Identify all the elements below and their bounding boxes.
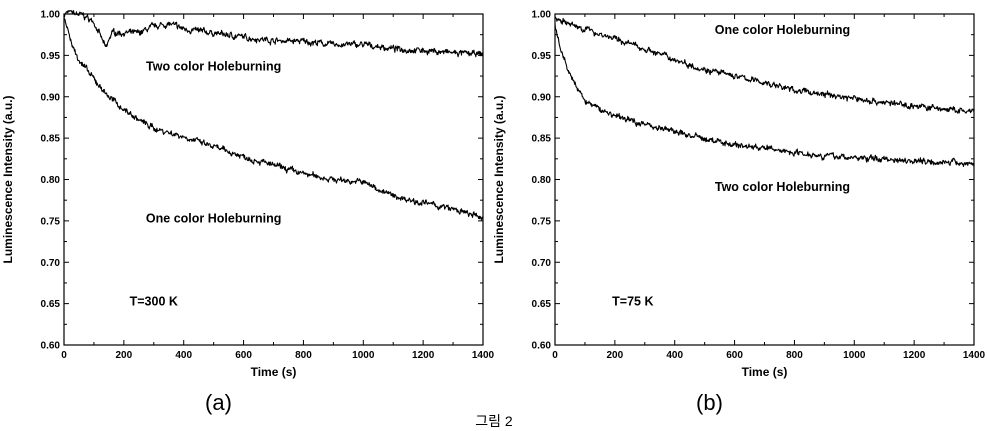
- panel-label-a: (a): [205, 390, 232, 415]
- x-tick-label: 200: [116, 350, 133, 361]
- x-tick-label: 800: [295, 350, 312, 361]
- y-tick-label: 0.70: [41, 258, 61, 269]
- x-tick-label: 1000: [843, 350, 866, 361]
- y-tick-label: 0.60: [532, 341, 552, 352]
- chart-panel-b: 0 200 400 600 800 1000 1200 1400 0.60 0.65 0.70 0.7…: [492, 10, 986, 416]
- figure-caption: 그림 2: [475, 413, 513, 429]
- annotation-label: T=300 K: [130, 294, 178, 308]
- series-line-2: [63, 16, 484, 221]
- series-line-2: [554, 24, 975, 168]
- x-axis-title: Time (s): [251, 365, 297, 379]
- y-axis-title: Luminescence Intensity (a.u.): [492, 95, 506, 263]
- series-line-1: [63, 10, 484, 58]
- x-tick-label: 0: [61, 350, 67, 361]
- y-tick-label: 0.70: [532, 258, 552, 269]
- annotation-label: T=75 K: [612, 294, 653, 308]
- x-tick-label: 400: [666, 350, 683, 361]
- y-tick-label: 0.75: [41, 216, 61, 227]
- y-tick-label: 1.00: [532, 10, 552, 21]
- x-tick-label: 400: [175, 350, 192, 361]
- y-tick-label: 1.00: [41, 10, 61, 21]
- y-axis-title: Luminescence Intensity (a.u.): [1, 95, 15, 263]
- y-tick-label: 0.95: [41, 51, 61, 62]
- y-tick-label: 0.85: [41, 134, 61, 145]
- x-tick-label: 1000: [352, 350, 375, 361]
- x-tick-label: 600: [235, 350, 252, 361]
- annotation-label: Two color Holeburning: [146, 59, 281, 73]
- x-tick-label: 0: [552, 350, 558, 361]
- annotation-label: One color Holeburning: [146, 212, 281, 226]
- y-tick-label: 0.95: [532, 51, 552, 62]
- x-axis-title: Time (s): [742, 365, 788, 379]
- y-tick-label: 0.75: [532, 216, 552, 227]
- panel-label-b: (b): [696, 390, 723, 415]
- x-tick-label: 600: [726, 350, 743, 361]
- x-tick-label: 1200: [412, 350, 435, 361]
- y-tick-label: 0.80: [532, 175, 552, 186]
- chart-panel-a: 0 200 400 600 800 1000 1200 1400 0.60 0.65 0.70 0.7…: [1, 10, 495, 416]
- y-tick-label: 0.90: [41, 92, 61, 103]
- x-tick-label: 200: [607, 350, 624, 361]
- y-tick-label: 0.85: [532, 134, 552, 145]
- y-tick-label: 0.60: [41, 341, 61, 352]
- x-tick-label: 1200: [903, 350, 926, 361]
- x-tick-label: 800: [786, 350, 803, 361]
- annotation-label: One color Holeburning: [715, 23, 850, 37]
- y-tick-label: 0.65: [41, 299, 61, 310]
- series-line-1: [554, 16, 975, 114]
- y-tick-label: 0.65: [532, 299, 552, 310]
- annotation-label: Two color Holeburning: [715, 180, 850, 194]
- x-tick-label: 1400: [472, 350, 495, 361]
- x-tick-label: 1400: [963, 350, 986, 361]
- y-tick-label: 0.90: [532, 92, 552, 103]
- y-tick-label: 0.80: [41, 175, 61, 186]
